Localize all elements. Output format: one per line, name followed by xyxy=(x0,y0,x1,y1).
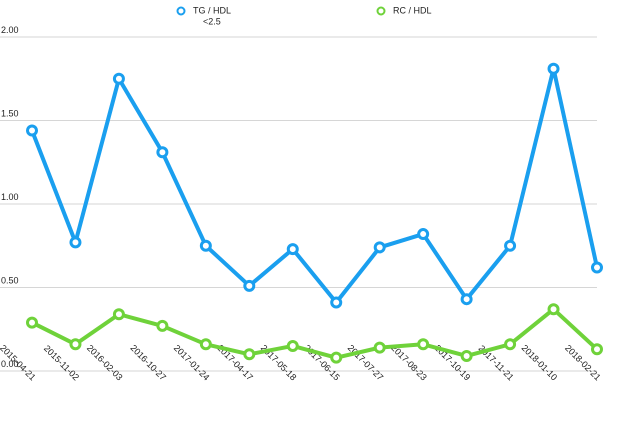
data-point xyxy=(330,351,343,364)
data-point xyxy=(243,279,256,292)
legend-label-tg-hdl-line2: <2.5 xyxy=(203,16,221,26)
series-line xyxy=(30,66,599,305)
data-point xyxy=(547,62,560,75)
data-point xyxy=(112,72,125,85)
y-tick-label: 1.50 xyxy=(1,109,19,119)
data-point xyxy=(69,236,82,249)
legend-item-tg-hdl: TG / HDL <2.5 xyxy=(176,5,231,26)
x-tick-label: 2016-10-27 xyxy=(128,343,168,383)
data-point xyxy=(504,239,517,252)
legend: TG / HDL <2.5 RC / HDL xyxy=(176,5,432,26)
legend-marker-tg-hdl xyxy=(176,6,186,16)
data-point xyxy=(69,338,82,351)
data-point xyxy=(330,296,343,309)
legend-item-rc-hdl: RC / HDL xyxy=(376,5,432,16)
series-layer xyxy=(26,62,603,364)
data-point xyxy=(286,243,299,256)
data-point xyxy=(199,338,212,351)
y-tick-label: 0.00 xyxy=(1,359,19,369)
y-tick-label: 1.00 xyxy=(1,192,19,202)
legend-label-rc-hdl: RC / HDL xyxy=(393,5,432,15)
data-point xyxy=(591,343,603,356)
data-point xyxy=(591,261,603,274)
series-line xyxy=(30,307,599,360)
legend-label-tg-hdl: TG / HDL xyxy=(193,5,231,15)
x-tick-label: 2018-01-10 xyxy=(520,343,560,383)
data-point xyxy=(243,348,256,361)
data-point xyxy=(286,339,299,352)
series-0 xyxy=(26,62,603,309)
data-point xyxy=(504,338,517,351)
data-point xyxy=(156,146,169,159)
data-point xyxy=(373,341,386,354)
data-point xyxy=(417,338,430,351)
y-tick-label: 0.50 xyxy=(1,276,19,286)
y-tick-label: 2.00 xyxy=(1,25,19,35)
data-point xyxy=(26,124,38,137)
y-axis-ticks: 0.00 0.50 1.00 1.50 2.00 xyxy=(1,25,19,369)
data-point xyxy=(547,303,560,316)
data-point xyxy=(26,316,38,329)
x-tick-label: 2016-02-03 xyxy=(85,343,125,383)
data-point xyxy=(199,239,212,252)
data-point xyxy=(373,241,386,254)
data-point xyxy=(156,319,169,332)
data-point xyxy=(417,228,430,241)
gridlines xyxy=(0,36,597,372)
data-point xyxy=(112,308,125,321)
data-point xyxy=(460,293,473,306)
series-1 xyxy=(26,303,603,364)
data-point xyxy=(460,349,473,362)
legend-marker-rc-hdl xyxy=(376,6,386,16)
